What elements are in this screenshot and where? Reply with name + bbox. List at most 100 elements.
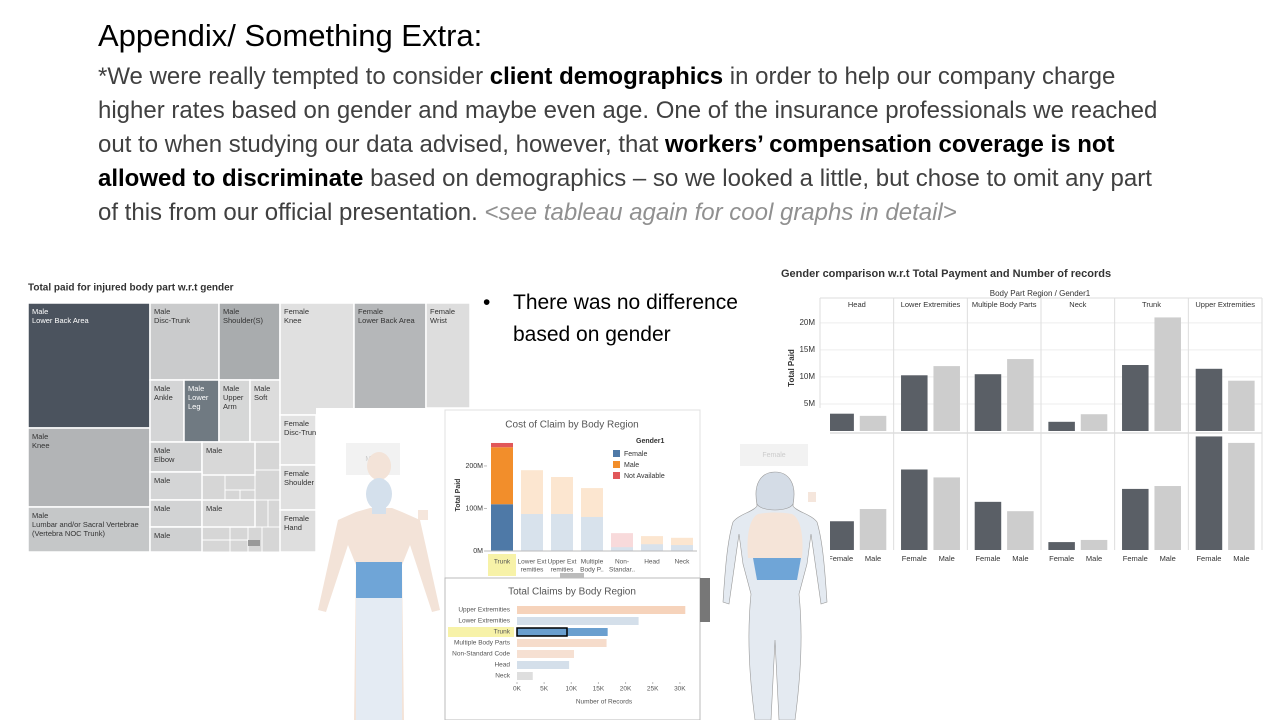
legend-swatch — [613, 461, 620, 468]
legend-label: Male — [624, 462, 639, 469]
treemap-label: Elbow — [154, 455, 175, 464]
treemap-label: Male — [32, 432, 48, 441]
bar — [1122, 488, 1149, 550]
toolbar — [700, 578, 710, 622]
bar — [1007, 511, 1034, 550]
treemap-label: Lower Back Area — [358, 316, 416, 325]
bar — [517, 639, 607, 647]
y-tick-label: Trunk — [494, 629, 511, 636]
treemap-label: Female — [284, 469, 309, 478]
legend-swatch — [613, 472, 620, 479]
male-legs — [356, 598, 402, 720]
treemap-label: Disc-Trunk — [284, 428, 320, 437]
figure-label: Female — [762, 452, 785, 459]
male-neck — [372, 506, 386, 514]
bar-segment — [671, 545, 693, 551]
treemap-label: Male — [154, 531, 170, 540]
bar — [517, 672, 533, 680]
region-header: Head — [848, 300, 866, 309]
x-tick-label: Multiple — [581, 559, 604, 566]
treemap-label: Male — [32, 511, 48, 520]
bullet-dot: • — [483, 291, 491, 314]
chart-title: Total Claims by Body Region — [508, 587, 636, 598]
x-tick-label: Male — [1160, 554, 1176, 563]
treemap-small-cell — [261, 526, 281, 553]
bar — [974, 501, 1002, 550]
bar — [517, 650, 574, 658]
treemap-label: Male — [188, 384, 204, 393]
x-tick-label: Female — [975, 554, 1000, 563]
bar-segment — [521, 470, 543, 514]
y-tick-label: 200M — [465, 463, 483, 470]
y-tick-label: Lower Extremities — [458, 618, 510, 625]
x-tick-label: Body P.. — [580, 567, 604, 574]
treemap-cell — [149, 526, 203, 553]
region-header: Upper Extremities — [1195, 300, 1255, 309]
treemap-label: Lumbar and/or Sacral Vertebrae — [32, 520, 139, 529]
x-tick-label: 5K — [540, 686, 549, 693]
treemap-cell — [201, 499, 256, 528]
x-tick-label: Female — [1196, 554, 1221, 563]
bar — [1080, 539, 1108, 550]
treemap-label: Disc-Trunk — [154, 316, 190, 325]
y-tick-label: 100M — [465, 505, 483, 512]
body-text: *We were really tempted to consider clie… — [98, 60, 1178, 230]
treemap-label: Lower — [188, 393, 209, 402]
bar — [827, 413, 854, 431]
bar — [933, 366, 960, 431]
body-segment: <see tableau again for cool graphs in de… — [484, 199, 957, 226]
x-tick-label: remities — [551, 567, 575, 574]
x-tick-label: Non- — [615, 559, 629, 566]
x-tick-label: Female — [1123, 554, 1148, 563]
treemap-label: Female — [430, 307, 455, 316]
y-label: Total Paid — [787, 349, 796, 387]
x-tick-label: Male — [939, 554, 955, 563]
treemap-label: Knee — [32, 441, 50, 450]
bar — [1154, 486, 1181, 550]
treemap-small-cell — [224, 474, 256, 491]
x-tick-label: 10K — [565, 686, 577, 693]
treemap-label: Male — [154, 307, 170, 316]
treemap-small-cell — [239, 489, 256, 501]
bar-segment — [611, 547, 633, 551]
bar-segment — [611, 533, 633, 548]
treemap-small-cell — [224, 489, 241, 501]
female-upper — [747, 512, 803, 558]
y-tick-label: 5M — [804, 399, 815, 408]
x-tick-label: 0K — [513, 686, 522, 693]
treemap-small-cell — [254, 441, 281, 471]
treemap-label: Soft — [254, 393, 268, 402]
treemap-cell — [183, 379, 220, 443]
x-tick-label: Standar.. — [609, 567, 635, 574]
y-tick-label: Upper Extremities — [458, 607, 510, 614]
treemap-cell — [201, 441, 256, 476]
bar — [517, 617, 639, 625]
selected-category — [448, 627, 514, 637]
marker — [808, 492, 816, 502]
bar — [1154, 317, 1181, 431]
treemap-small-cell — [267, 499, 281, 528]
treemap-label: Male — [154, 384, 170, 393]
bar-segment — [521, 514, 543, 551]
body-segment: *We were really tempted to consider — [98, 63, 490, 90]
bar-segment — [551, 477, 573, 514]
treemap-small-cell — [201, 526, 231, 541]
treemap-cell — [27, 506, 151, 553]
marker — [418, 510, 428, 520]
x-tick-label: 20K — [620, 686, 632, 693]
y-tick-label: Head — [494, 662, 510, 669]
bar — [517, 628, 608, 636]
x-tick-label: Upper Ext — [548, 559, 577, 566]
bar — [1228, 442, 1255, 550]
bar-segment — [491, 442, 513, 448]
bar — [859, 415, 887, 431]
body-segment: workers’ compensation coverage is not al… — [98, 131, 1115, 192]
bar-segment — [491, 504, 513, 551]
y-tick-label: 15M — [799, 345, 815, 354]
treemap-label: Male — [154, 446, 170, 455]
bar — [1048, 421, 1075, 431]
region-header: Multiple Body Parts — [972, 300, 1037, 309]
treemap-cell — [353, 302, 427, 411]
